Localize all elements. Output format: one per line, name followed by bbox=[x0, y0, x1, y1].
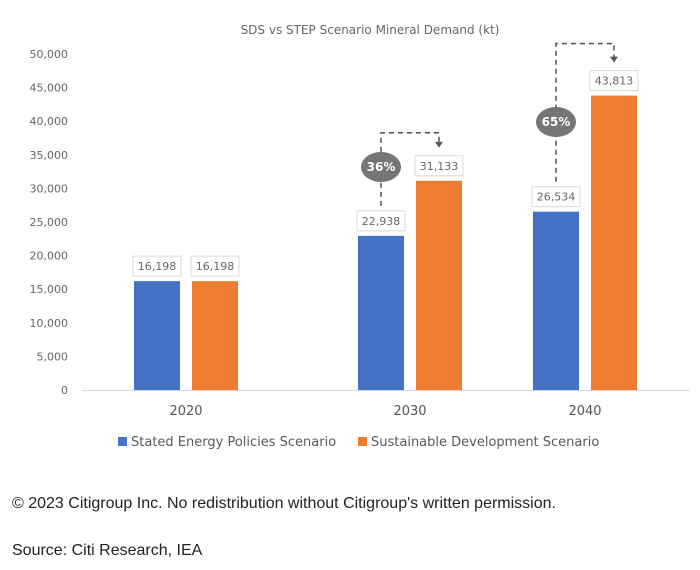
y-tick-label: 50,000 bbox=[30, 48, 69, 61]
data-label: 43,813 bbox=[595, 75, 634, 88]
data-label-box bbox=[132, 255, 182, 277]
arrow-head-icon bbox=[610, 56, 618, 63]
y-axis: 0 5,000 10,000 15,000 20,000 25,000 30,000 35,0… bbox=[30, 48, 69, 397]
y-tick-label: 30,000 bbox=[30, 182, 69, 195]
chart-title: SDS vs STEP Scenario Mineral Demand (kt) bbox=[241, 23, 500, 37]
y-tick-label: 15,000 bbox=[30, 283, 69, 296]
x-tick-label: 2030 bbox=[393, 404, 426, 419]
x-tick-label: 2020 bbox=[169, 404, 202, 419]
bar-2030-series-1 bbox=[416, 180, 462, 390]
copyright-notice: © 2023 Citigroup Inc. No redistribution … bbox=[12, 495, 556, 512]
y-tick-label: 20,000 bbox=[30, 250, 69, 263]
legend: Stated Energy Policies Scenario Sustainab… bbox=[118, 435, 599, 450]
x-axis: 2020 2030 2040 bbox=[82, 390, 690, 419]
x-tick-label: 2040 bbox=[568, 404, 601, 419]
arrow-head-icon bbox=[435, 141, 443, 148]
data-label-box bbox=[414, 155, 464, 177]
bar-2030-series-0 bbox=[358, 235, 404, 390]
y-tick-label: 5,000 bbox=[37, 350, 69, 363]
data-label-box bbox=[531, 186, 581, 208]
annotation-bubble bbox=[361, 152, 401, 182]
data-label: 16,198 bbox=[138, 260, 177, 273]
y-tick-label: 10,000 bbox=[30, 317, 69, 330]
legend-swatch-1 bbox=[358, 437, 367, 446]
data-label: 31,133 bbox=[420, 160, 459, 173]
y-tick-label: 35,000 bbox=[30, 149, 69, 162]
data-label-box bbox=[356, 210, 406, 232]
data-label: 22,938 bbox=[362, 215, 401, 228]
data-label-box bbox=[190, 255, 240, 277]
data-label: 16,198 bbox=[196, 260, 235, 273]
bars: 16,198 16,198 22,938 31,133 26,534 43,813 bbox=[132, 70, 639, 391]
legend-swatch-0 bbox=[118, 437, 127, 446]
annotation-bubble bbox=[536, 107, 576, 137]
bar-chart: SDS vs STEP Scenario Mineral Demand (kt)… bbox=[30, 23, 690, 450]
y-tick-label: 25,000 bbox=[30, 216, 69, 229]
annotation-percent: 36% bbox=[367, 160, 396, 174]
annotation-percent: 65% bbox=[542, 115, 571, 129]
data-label-box bbox=[589, 70, 639, 92]
bar-2020-series-0 bbox=[134, 281, 180, 390]
y-tick-label: 0 bbox=[61, 384, 68, 397]
bar-2020-series-1 bbox=[192, 281, 238, 390]
annotations: 36% 65% bbox=[361, 42, 618, 206]
bar-2040-series-1 bbox=[591, 95, 637, 391]
data-label: 26,534 bbox=[537, 191, 576, 204]
legend-label-0: Stated Energy Policies Scenario bbox=[131, 435, 336, 450]
legend-label-1: Sustainable Development Scenario bbox=[371, 435, 599, 450]
source-note: Source: Citi Research, IEA bbox=[12, 542, 203, 559]
y-tick-label: 45,000 bbox=[30, 82, 69, 95]
bar-2040-series-0 bbox=[533, 211, 579, 390]
y-tick-label: 40,000 bbox=[30, 115, 69, 128]
